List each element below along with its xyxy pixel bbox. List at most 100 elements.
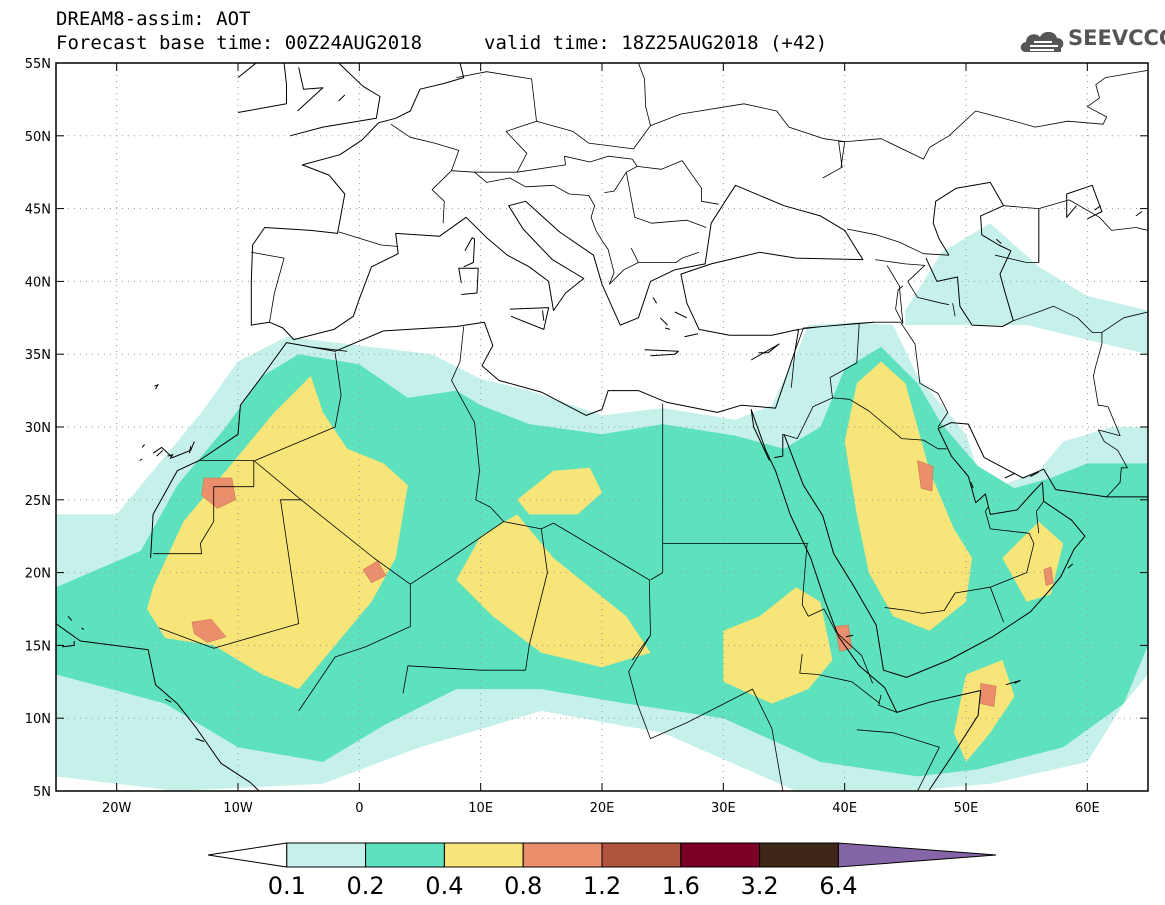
island-9 bbox=[659, 317, 668, 326]
border-16 bbox=[884, 506, 1035, 614]
x-tick-label-5: 30E bbox=[711, 801, 736, 816]
island-16 bbox=[970, 482, 974, 489]
coastline-10 bbox=[509, 307, 550, 330]
colorbar-label-5: 1.6 bbox=[661, 872, 700, 900]
cloud-icon bbox=[1020, 31, 1064, 52]
colorbar-segment-7 bbox=[759, 842, 839, 868]
border-33 bbox=[630, 247, 700, 263]
coastline-2 bbox=[750, 409, 982, 791]
aot-yellow-region-3 bbox=[723, 587, 833, 704]
island-19 bbox=[845, 634, 854, 638]
aot-yellow-region-5 bbox=[953, 660, 1015, 762]
island-8 bbox=[542, 310, 545, 321]
coastline-3 bbox=[774, 434, 784, 459]
border-45 bbox=[929, 69, 1148, 148]
island-26 bbox=[164, 698, 172, 703]
aot-orange-region-6 bbox=[1043, 566, 1054, 587]
y-tick-label-2: 15N bbox=[25, 639, 51, 654]
coastline-12 bbox=[750, 343, 780, 361]
colorbar-label-1: 0.2 bbox=[346, 872, 385, 900]
coastline-7 bbox=[1066, 184, 1103, 220]
aot-orange-region-1 bbox=[191, 618, 227, 643]
colorbar-segment-6 bbox=[680, 842, 761, 868]
island-10 bbox=[674, 311, 688, 319]
colorbar-segment-5 bbox=[601, 842, 682, 868]
y-tick-label-1: 10N bbox=[25, 712, 51, 727]
coastline-5 bbox=[783, 422, 1148, 678]
island-15 bbox=[1067, 563, 1074, 569]
border-23 bbox=[251, 251, 285, 323]
aot-orange-region-5 bbox=[980, 682, 997, 707]
coastline-14 bbox=[290, 63, 381, 137]
y-tick-label-6: 35N bbox=[25, 348, 51, 363]
aot-yellow-region-4 bbox=[844, 361, 973, 631]
aot-yellow-region-1 bbox=[456, 514, 651, 668]
forecast-base-time: Forecast base time: 00Z24AUG2018 bbox=[56, 32, 423, 54]
island-23 bbox=[1094, 205, 1101, 211]
aot-orange-region-4 bbox=[834, 624, 853, 652]
border-22 bbox=[338, 231, 399, 247]
coastlines bbox=[56, 63, 1148, 791]
x-tick-label-3: 10E bbox=[468, 801, 493, 816]
aot-orange-region-0 bbox=[201, 477, 236, 509]
border-5 bbox=[503, 521, 651, 661]
x-axis-ticks: 20W 10W 0 10E 20E 30E 40E 50E 60E bbox=[102, 63, 1100, 816]
border-40 bbox=[952, 303, 956, 317]
border-11 bbox=[799, 654, 881, 704]
colorbar-label-4: 1.2 bbox=[582, 872, 622, 900]
island-0 bbox=[154, 383, 160, 390]
island-22 bbox=[995, 238, 1002, 244]
coastline-0 bbox=[56, 623, 260, 791]
colorbar-segment-0 bbox=[207, 842, 288, 868]
islands bbox=[62, 94, 1143, 742]
border-25 bbox=[451, 170, 526, 188]
y-tick-label-0: 5N bbox=[33, 785, 51, 800]
border-34 bbox=[609, 262, 639, 285]
colorbar-label-0: 0.1 bbox=[267, 872, 306, 900]
border-46 bbox=[838, 138, 930, 168]
border-36 bbox=[847, 228, 950, 256]
aot-yellow-region-2 bbox=[517, 467, 602, 515]
border-2 bbox=[298, 499, 411, 712]
y-tick-label-9: 50N bbox=[25, 130, 51, 145]
colorbar-label-6: 3.2 bbox=[740, 872, 779, 900]
border-28 bbox=[564, 155, 638, 193]
logo-text: SEEVCCC bbox=[1068, 26, 1165, 50]
aot-layer-orange bbox=[191, 460, 1054, 707]
map-title: DREAM8-assim: AOT bbox=[56, 8, 251, 30]
border-0 bbox=[153, 460, 255, 555]
x-tick-label-2: 0 bbox=[355, 801, 363, 816]
border-19 bbox=[878, 694, 897, 713]
island-2 bbox=[62, 641, 75, 648]
border-31 bbox=[637, 160, 719, 205]
island-25 bbox=[195, 738, 205, 742]
border-18 bbox=[1036, 501, 1045, 534]
y-tick-label-7: 40N bbox=[25, 275, 51, 290]
border-12 bbox=[782, 397, 947, 450]
x-tick-label-4: 20E bbox=[590, 801, 615, 816]
colorbar-label-2: 0.4 bbox=[425, 872, 464, 900]
coastline-9 bbox=[458, 267, 479, 295]
colorbar-segment-1 bbox=[286, 842, 367, 868]
island-17 bbox=[1004, 473, 1015, 479]
colorbar-label-3: 0.8 bbox=[504, 872, 543, 900]
y-tick-label-8: 45N bbox=[25, 203, 51, 218]
border-29 bbox=[456, 71, 537, 173]
border-21 bbox=[310, 346, 348, 352]
x-tick-label-6: 40E bbox=[832, 801, 857, 816]
coastline-1 bbox=[150, 63, 864, 559]
x-tick-label-1: 10W bbox=[223, 801, 253, 816]
island-7 bbox=[139, 458, 143, 461]
border-44 bbox=[1003, 205, 1040, 263]
border-13 bbox=[829, 321, 949, 428]
border-41 bbox=[1013, 305, 1128, 498]
border-7 bbox=[650, 403, 664, 581]
y-tick-label-5: 30N bbox=[25, 421, 51, 436]
border-42 bbox=[1101, 311, 1148, 333]
map-grid bbox=[56, 63, 1148, 791]
aot-yellow-region-0 bbox=[147, 376, 408, 690]
colorbar bbox=[207, 842, 997, 868]
border-39 bbox=[895, 285, 904, 324]
border-27 bbox=[525, 184, 615, 285]
